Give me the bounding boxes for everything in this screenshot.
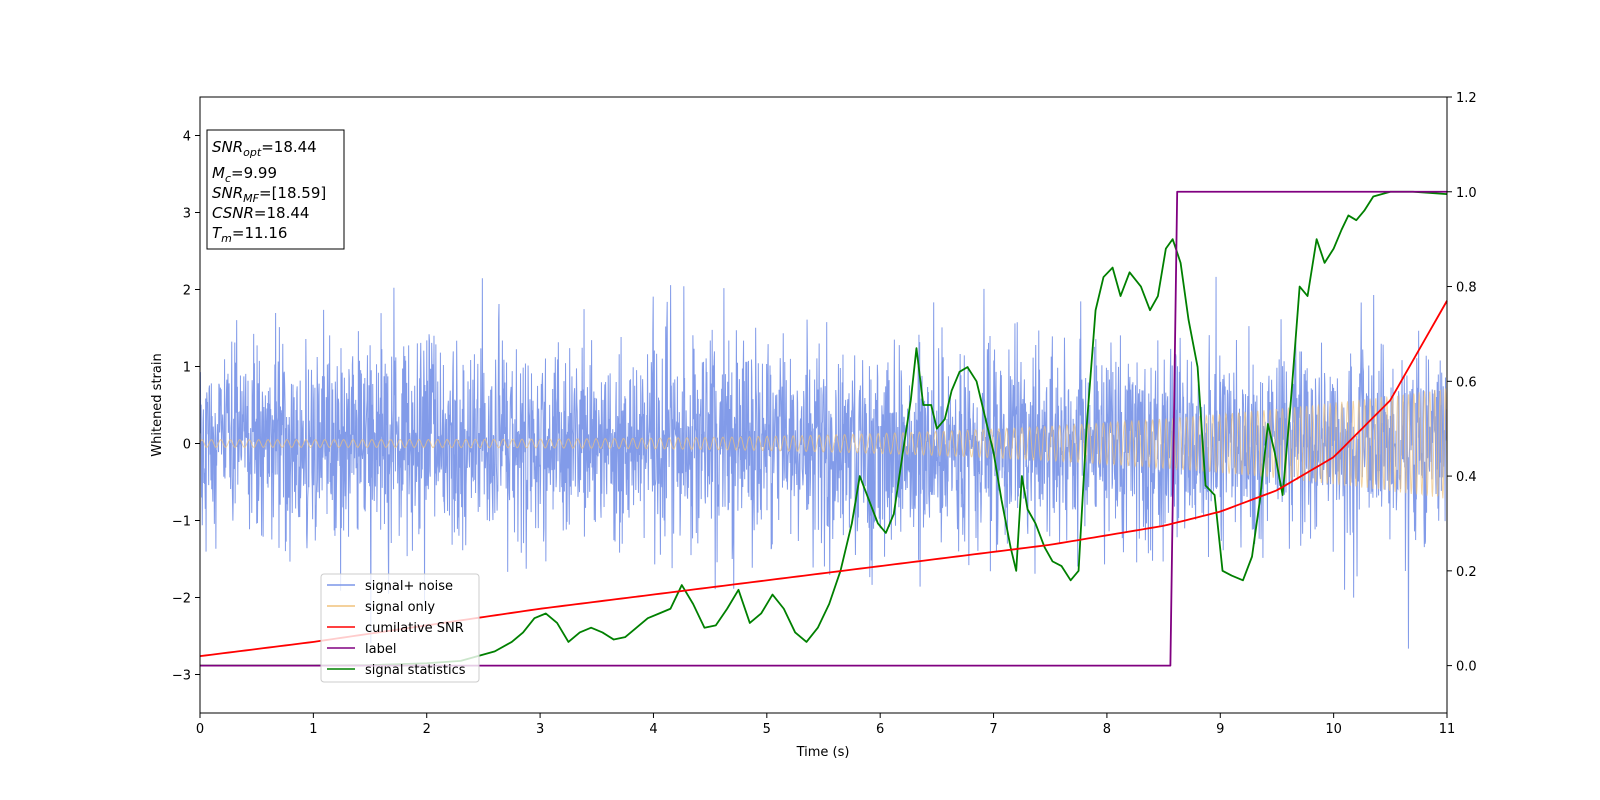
x-axis-label: Time (s): [796, 745, 850, 760]
svg-text:signal only: signal only: [365, 600, 435, 615]
svg-text:signal statistics: signal statistics: [365, 663, 466, 678]
x-tick-label: 4: [649, 722, 657, 737]
legend-item-signal-only: signal only: [327, 600, 435, 615]
annotation-mc: Mc=9.99: [212, 164, 277, 185]
y-right-tick-label: 0.2: [1456, 565, 1477, 580]
x-tick-label: 10: [1325, 722, 1342, 737]
x-tick-label: 8: [1103, 722, 1111, 737]
y-left-tick-label: 1: [183, 361, 191, 376]
y-left-tick-label: 0: [183, 438, 191, 453]
y-right-tick-label: 0.6: [1456, 375, 1477, 390]
y-left-tick-label: 3: [183, 207, 191, 222]
x-tick-label: 3: [536, 722, 544, 737]
annotation-snr-opt: SNRopt=18.44: [212, 138, 317, 159]
series-signal-only: [199, 388, 1448, 499]
legend: signal+ noise signal only cumilative SNR…: [320, 573, 480, 683]
annotation-box: SNRopt=18.44 Mc=9.99 SNRMF=[18.59] CSNR=…: [206, 129, 345, 250]
x-tick-label: 9: [1216, 722, 1224, 737]
series-signal-statistics: [200, 190, 1448, 667]
x-tick-label: 7: [989, 722, 997, 737]
svg-text:signal+ noise: signal+ noise: [365, 579, 453, 594]
series-layer: [199, 190, 1448, 667]
y-left-tick-label: −2: [172, 592, 191, 607]
legend-item-cumulative-snr: cumilative SNR: [327, 621, 464, 636]
y-right-tick-label: 0.4: [1456, 470, 1477, 485]
svg-text:cumilative SNR: cumilative SNR: [365, 621, 464, 636]
x-tick-label: 5: [763, 722, 771, 737]
y-axis-label: Whitened strain: [150, 353, 165, 456]
y-right-tick-label: 1.0: [1456, 186, 1477, 201]
y-right-tick-label: 0.8: [1456, 281, 1477, 296]
plot-frame: [199, 96, 1448, 714]
y-left-tick-label: −1: [172, 515, 191, 530]
y-left-tick-label: 2: [183, 284, 191, 299]
x-tick-label: 6: [876, 722, 884, 737]
x-tick-label: 0: [196, 722, 204, 737]
series-label: [200, 190, 1447, 667]
y-left-tick-label: 4: [183, 130, 191, 145]
x-axis-ticks: 0 1 2 3 4 5 6 7 8 9 10 11: [196, 713, 1455, 737]
x-tick-label: 11: [1439, 722, 1456, 737]
svg-text:label: label: [365, 642, 396, 657]
y-right-tick-label: 0.0: [1456, 660, 1477, 675]
annotation-csnr: CSNR=18.44: [212, 204, 309, 222]
annotation-tm: Tm=11.16: [212, 224, 287, 245]
series-signal-noise: [199, 276, 1448, 649]
legend-item-label: label: [327, 642, 396, 657]
annotation-snr-mf: SNRMF=[18.59]: [212, 184, 326, 205]
y-left-tick-label: −3: [172, 669, 191, 684]
y-right-tick-label: 1.2: [1456, 91, 1477, 106]
legend-item-signal-statistics: signal statistics: [327, 663, 466, 678]
legend-item-signal-noise: signal+ noise: [327, 579, 453, 594]
x-tick-label: 2: [423, 722, 431, 737]
y-right-axis-ticks: 0.0 0.2 0.4 0.6 0.8 1.0 1.2: [1447, 91, 1477, 675]
x-tick-label: 1: [309, 722, 317, 737]
y-left-axis-ticks: −3 −2 −1 0 1 2 3 4: [172, 130, 200, 684]
